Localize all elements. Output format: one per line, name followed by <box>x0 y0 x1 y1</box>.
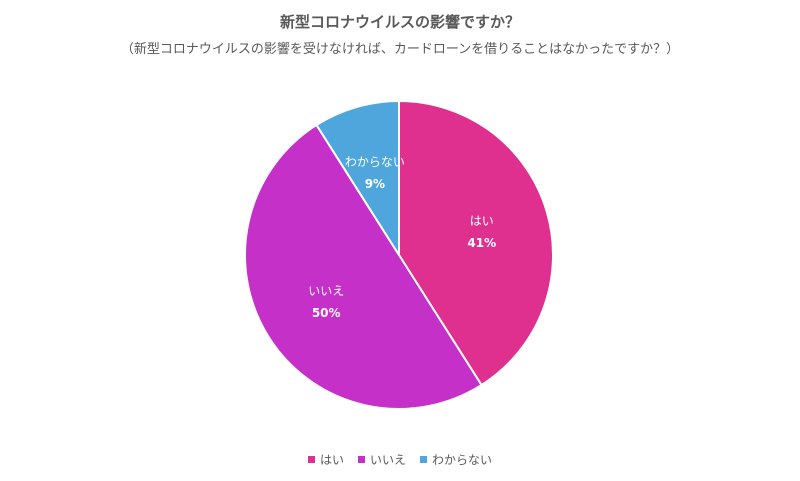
legend-label-0: はい <box>319 453 344 467</box>
slice-label-2: わからない <box>345 155 405 169</box>
legend-label-2: わからない <box>432 453 493 467</box>
pie-slice-2 <box>315 100 400 256</box>
slice-percent-2: 9% <box>365 177 385 191</box>
chart-title: 新型コロナウイルスの影響ですか？ <box>279 13 520 31</box>
slice-label-1: いいえ <box>308 284 344 298</box>
slice-percent-1: 50% <box>312 306 341 320</box>
legend-label-1: いいえ <box>369 453 406 467</box>
legend-item-2: わからない <box>420 451 492 468</box>
chart-legend: はい いいえ わからない <box>0 451 800 468</box>
legend-item-0: はい <box>307 451 344 468</box>
legend-swatch-1 <box>357 456 365 463</box>
legend-swatch-0 <box>307 456 315 463</box>
chart-subtitle: （新型コロナウイルスの影響を受けなければ、カードローンを借りることはなかったです… <box>120 42 680 57</box>
legend-item-1: いいえ <box>357 451 406 468</box>
legend-swatch-2 <box>420 456 427 463</box>
slice-label-0: はい <box>470 214 494 228</box>
slice-percent-0: 41% <box>467 236 496 250</box>
pie-slice-1 <box>243 123 483 410</box>
